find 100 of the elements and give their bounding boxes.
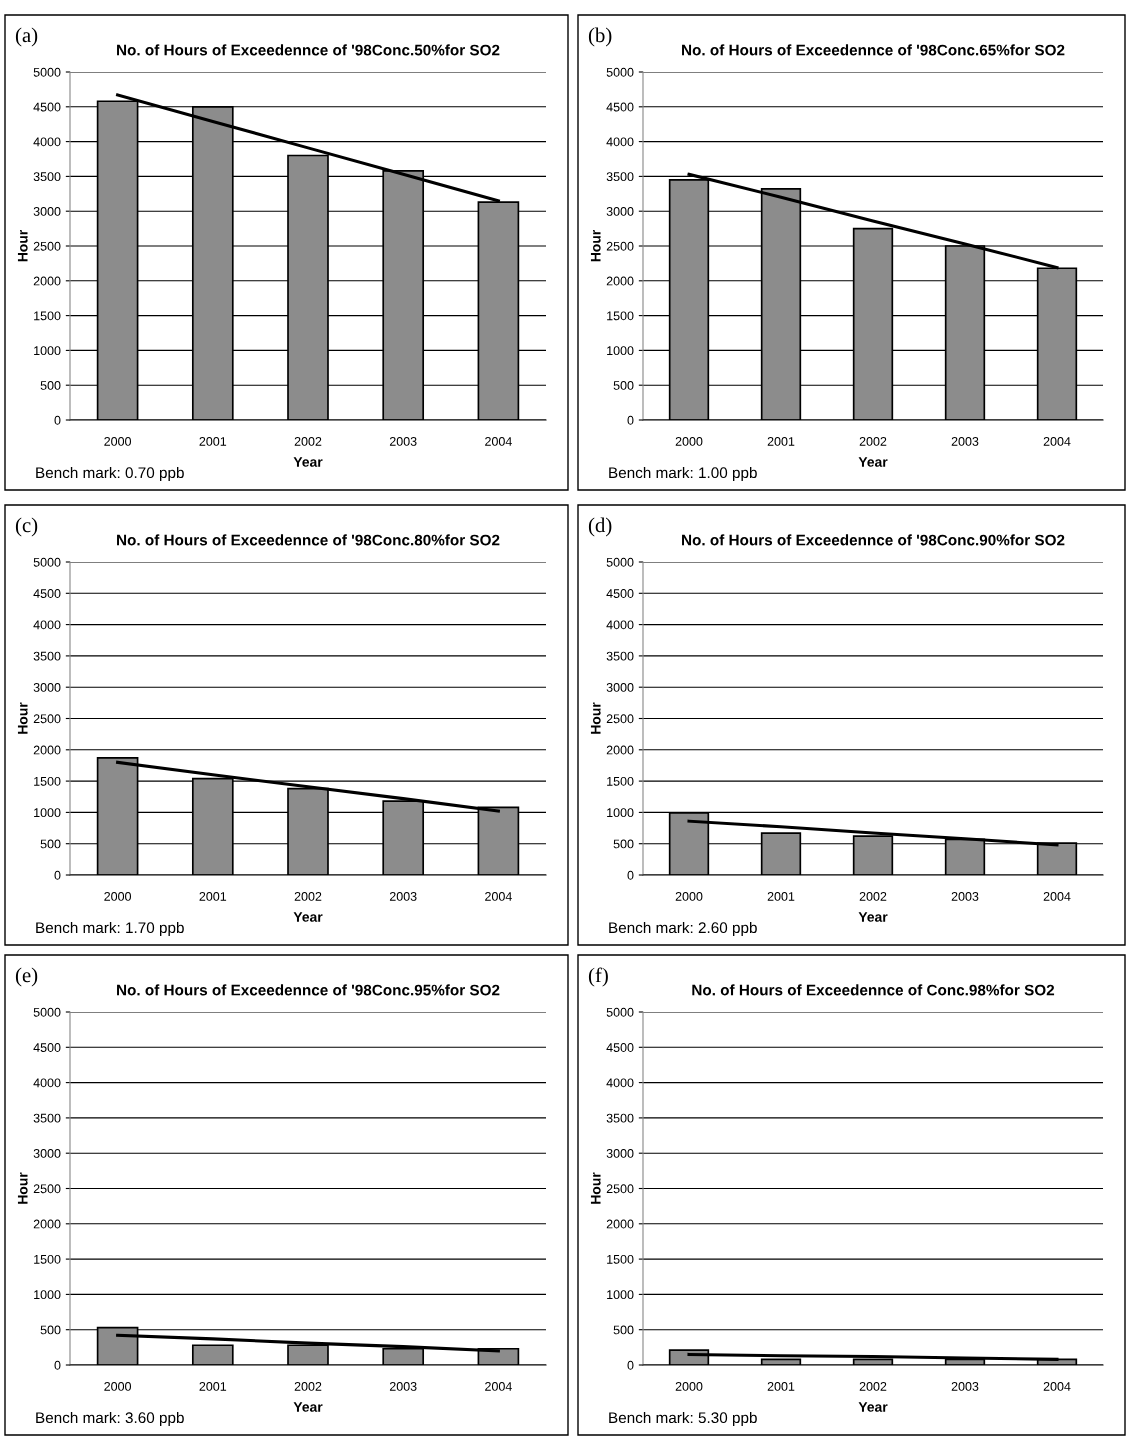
y-tick-label: 2000 (606, 1219, 634, 1229)
x-tick-label: 2003 (951, 892, 979, 901)
x-tick-label: 2000 (104, 1382, 132, 1391)
y-tick-label: 4000 (33, 620, 61, 630)
y-tick-label: 1500 (607, 311, 634, 321)
y-tick-label: 4000 (606, 620, 634, 630)
x-tick-label: 2004 (1043, 1382, 1071, 1391)
x-tick-label: 2002 (859, 892, 887, 901)
y-tick-label: 5000 (33, 1007, 61, 1017)
y-tick-label: 4500 (606, 589, 634, 598)
y-tick-label: 500 (40, 381, 61, 390)
y-tick-label: 2000 (33, 1219, 61, 1229)
y-tick-label: 4500 (606, 102, 634, 112)
y-tick-label: 500 (613, 1325, 634, 1335)
text: (c) (15, 517, 38, 537)
y-tick-label: 3000 (606, 1149, 634, 1158)
y-tick-label: 3000 (33, 683, 61, 692)
x-tick-label: 2001 (199, 437, 227, 446)
x-tick-label: 2002 (294, 437, 322, 446)
y-tick-label: 1500 (34, 776, 61, 786)
y-tick-label: 1000 (34, 346, 61, 356)
y-tick-label: 2000 (33, 276, 61, 286)
y-tick-label: 3500 (33, 651, 61, 661)
y-tick-label: 500 (40, 1325, 61, 1335)
y-tick-label: 4000 (606, 137, 634, 147)
y-tick-label: 5000 (33, 557, 61, 567)
y-axis-title: Hour (590, 1172, 601, 1204)
y-tick-label: 2500 (33, 241, 61, 251)
text: (a) (15, 27, 38, 47)
text: (d) (588, 517, 612, 537)
y-tick-label: 1500 (34, 1254, 61, 1264)
y-tick-label: 500 (613, 381, 634, 390)
y-tick-label: 1500 (607, 776, 634, 786)
y-tick-label: 1000 (607, 808, 634, 818)
x-tick-label: 2001 (199, 892, 227, 901)
x-tick-label: 2002 (294, 892, 322, 901)
y-tick-label: 3500 (606, 1113, 634, 1123)
y-tick-label: 0 (627, 415, 634, 425)
x-tick-label: 2001 (767, 892, 795, 901)
y-tick-label: 0 (627, 870, 634, 880)
x-tick-label: 2003 (951, 437, 979, 446)
x-axis-title: Year (858, 912, 888, 922)
y-axis-title: Hour (590, 702, 601, 734)
y-tick-label: 0 (54, 415, 61, 425)
y-tick-label: 1000 (607, 1290, 634, 1300)
y-tick-label: 4000 (33, 1078, 61, 1088)
x-tick-label: 2003 (389, 437, 417, 446)
text: (b) (588, 27, 612, 47)
x-tick-label: 2001 (767, 1382, 795, 1391)
x-tick-label: 2000 (104, 437, 132, 446)
x-tick-label: 2004 (1043, 892, 1071, 901)
y-tick-label: 3000 (33, 207, 61, 216)
y-tick-label: 4000 (606, 1078, 634, 1088)
text: (f) (588, 967, 608, 987)
y-tick-label: 2000 (606, 745, 634, 755)
y-tick-label: 2500 (606, 241, 634, 251)
y-axis-title: Hour (17, 1172, 28, 1204)
y-tick-label: 2500 (606, 1184, 634, 1194)
x-tick-label: 2000 (675, 1382, 703, 1391)
chart-title: No. of Hours of Exceedennce of Conc.98%for SO2 (692, 984, 1055, 996)
y-tick-label: 5000 (33, 67, 61, 77)
text: Bench mark: 1.70 ppb (36, 921, 184, 937)
y-tick-label: 3500 (33, 1113, 61, 1123)
y-tick-label: 2000 (33, 745, 61, 755)
y-tick-label: 5000 (606, 67, 634, 77)
text: Bench mark: 1.00 ppb (609, 466, 757, 482)
x-tick-label: 2004 (485, 892, 512, 901)
y-tick-label: 4000 (33, 137, 61, 147)
x-axis-title: Year (293, 912, 323, 922)
y-tick-label: 1000 (34, 1290, 61, 1300)
chart-title: No. of Hours of Exceedennce of '98Conc.50%for SO2 (117, 44, 500, 56)
y-tick-label: 3500 (33, 172, 61, 182)
y-tick-label: 3500 (606, 651, 634, 661)
x-tick-label: 2001 (767, 437, 795, 446)
y-tick-label: 4500 (33, 1043, 61, 1052)
x-tick-label: 2000 (675, 892, 703, 901)
y-tick-label: 3000 (33, 1149, 61, 1158)
x-axis-title: Year (293, 1402, 323, 1412)
y-axis-title: Hour (17, 702, 28, 734)
chart-title: No. of Hours of Exceedennce of '98Conc.90%for SO2 (682, 534, 1065, 546)
text: Bench mark: 3.60 ppb (36, 1411, 184, 1427)
y-tick-label: 3000 (606, 207, 634, 216)
chart-title: No. of Hours of Exceedennce of '98Conc.95%for SO2 (117, 984, 500, 996)
y-tick-label: 5000 (606, 557, 634, 567)
y-tick-label: 5000 (606, 1007, 634, 1017)
y-tick-label: 3000 (606, 683, 634, 692)
text: (e) (15, 967, 38, 987)
x-tick-label: 2003 (389, 1382, 417, 1391)
x-tick-label: 2002 (294, 1382, 322, 1391)
x-tick-label: 2000 (104, 892, 132, 901)
y-tick-label: 1000 (607, 346, 634, 356)
x-tick-label: 2004 (1043, 437, 1071, 446)
y-axis-title: Hour (17, 230, 28, 262)
text: Bench mark: 2.60 ppb (609, 921, 757, 937)
x-axis-title: Year (858, 1402, 888, 1412)
y-tick-label: 4500 (33, 102, 61, 112)
y-tick-label: 2500 (606, 714, 634, 724)
y-tick-label: 2500 (33, 714, 61, 724)
x-tick-label: 2004 (485, 1382, 512, 1391)
y-tick-label: 1500 (34, 311, 61, 321)
